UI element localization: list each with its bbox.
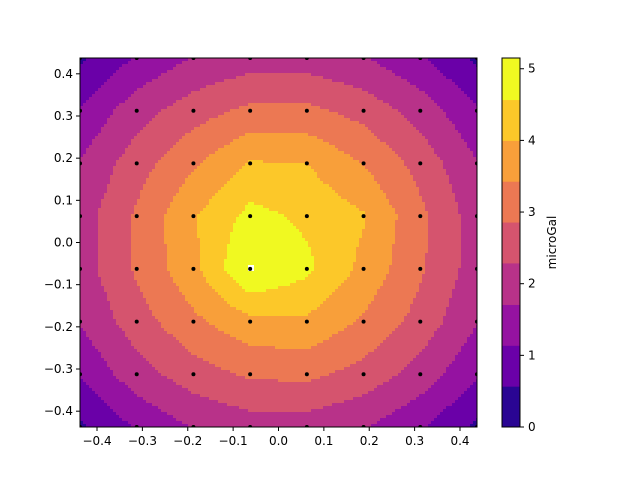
colorbar-tick-label: 0 <box>528 420 536 434</box>
sample-point <box>248 161 253 166</box>
sample-point <box>361 372 366 377</box>
sample-point <box>361 161 366 166</box>
y-tick-label: 0.0 <box>54 236 73 250</box>
y-tick-label: −0.1 <box>44 278 73 292</box>
sample-point <box>248 319 253 324</box>
colorbar-segment <box>502 181 520 223</box>
colorbar-tick-label: 5 <box>528 62 536 76</box>
colorbar: 0 1 2 3 4 5 microGal <box>501 57 559 434</box>
colorbar-segment <box>502 386 520 428</box>
colorbar-segment <box>502 99 520 141</box>
x-tick-label: 0.1 <box>314 434 333 448</box>
sample-point <box>418 372 423 377</box>
sample-point <box>361 214 366 219</box>
sample-point <box>418 266 423 271</box>
colorbar-segments <box>502 58 520 428</box>
sample-point <box>191 108 196 113</box>
y-tick-label: 0.2 <box>54 151 73 165</box>
x-tick-label: −0.4 <box>82 434 111 448</box>
y-axis: −0.4 −0.3 −0.2 −0.1 0.0 0.1 0.2 0.3 0.4 <box>44 67 80 418</box>
sample-point <box>191 319 196 324</box>
y-tick-label: 0.4 <box>54 67 73 81</box>
sample-point <box>418 161 423 166</box>
sample-point <box>361 108 366 113</box>
sample-point <box>304 266 309 271</box>
sample-point <box>418 319 423 324</box>
sample-point <box>134 161 139 166</box>
sample-point <box>248 108 253 113</box>
x-tick-label: 0.2 <box>360 434 379 448</box>
x-tick-label: −0.3 <box>128 434 157 448</box>
sample-point <box>418 214 423 219</box>
sample-point <box>134 372 139 377</box>
sample-point <box>248 372 253 377</box>
sample-point <box>248 266 253 271</box>
sample-point <box>191 266 196 271</box>
sample-point <box>361 266 366 271</box>
x-tick-label: −0.1 <box>219 434 248 448</box>
y-tick-label: 0.3 <box>54 109 73 123</box>
sample-point <box>304 161 309 166</box>
colorbar-segment <box>502 304 520 346</box>
colorbar-segment <box>502 345 520 387</box>
colorbar-segment <box>502 140 520 182</box>
plot-area <box>80 58 477 427</box>
sample-point <box>248 214 253 219</box>
x-tick-label: 0.3 <box>405 434 424 448</box>
x-axis: −0.4 −0.3 −0.2 −0.1 0.0 0.1 0.2 0.3 0.4 <box>82 427 470 448</box>
x-tick-label: −0.2 <box>173 434 202 448</box>
sample-point <box>418 108 423 113</box>
x-tick-label: 0.4 <box>450 434 469 448</box>
colorbar-tick-label: 4 <box>528 133 536 147</box>
sample-point <box>191 214 196 219</box>
sample-point <box>191 372 196 377</box>
colorbar-ticks: 0 1 2 3 4 5 <box>520 62 536 434</box>
colorbar-tick-label: 2 <box>528 277 536 291</box>
y-tick-label: 0.1 <box>54 193 73 207</box>
colorbar-frame <box>501 57 521 428</box>
sample-point <box>304 108 309 113</box>
colorbar-tick-label: 3 <box>528 205 536 219</box>
colorbar-segment <box>502 222 520 264</box>
y-tick-label: −0.3 <box>44 362 73 376</box>
y-tick-label: −0.2 <box>44 320 73 334</box>
colorbar-segment <box>502 58 520 101</box>
x-tick-label: 0.0 <box>269 434 288 448</box>
sample-point <box>191 161 196 166</box>
sample-point <box>304 319 309 324</box>
sample-point <box>134 214 139 219</box>
sample-point <box>304 372 309 377</box>
sample-point <box>134 266 139 271</box>
y-tick-label: −0.4 <box>44 404 73 418</box>
sample-point <box>134 319 139 324</box>
sample-point <box>361 319 366 324</box>
colorbar-segment <box>502 262 520 305</box>
colorbar-label: microGal <box>545 216 559 270</box>
sample-point <box>304 214 309 219</box>
sample-point <box>134 108 139 113</box>
colorbar-tick-label: 1 <box>528 348 536 362</box>
